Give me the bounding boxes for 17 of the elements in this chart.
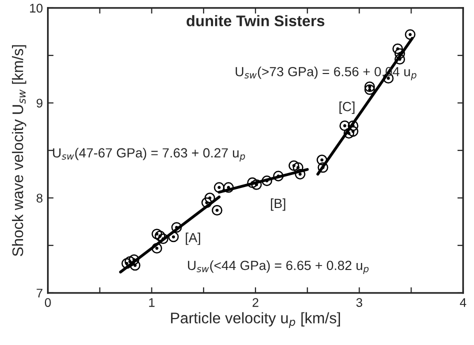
chart-title: dunite Twin Sisters <box>186 15 324 26</box>
annotation: [A] <box>186 232 200 245</box>
x-tick-label: 3 <box>356 298 362 307</box>
x-axis-title: Particle velocity u$_{p}$ [km/s] <box>171 312 340 328</box>
x-tick-label: 2 <box>252 298 258 307</box>
annotation: U$_{sw}$(47-67 GPa) = 7.63 + 0.27 u$_{p}$ <box>53 148 246 162</box>
annotation: [B] <box>270 198 286 211</box>
y-axis-title: Shock wave velocity U$_{sw}$ [km/s] <box>12 45 26 256</box>
x-tick-label: 4 <box>460 298 466 307</box>
x-tick-label: 0 <box>44 298 51 307</box>
x-tick-label: 1 <box>149 298 155 307</box>
annotation: U$_{sw}$(<44 GPa) = 6.65 + 0.82 u$_{p}$ <box>188 260 369 274</box>
y-tick-label: 9 <box>36 98 42 108</box>
annotation: [C] <box>339 102 354 114</box>
y-tick-label: 8 <box>36 194 42 203</box>
y-tick-label: 7 <box>36 288 42 298</box>
y-tick-label: 10 <box>30 4 43 13</box>
